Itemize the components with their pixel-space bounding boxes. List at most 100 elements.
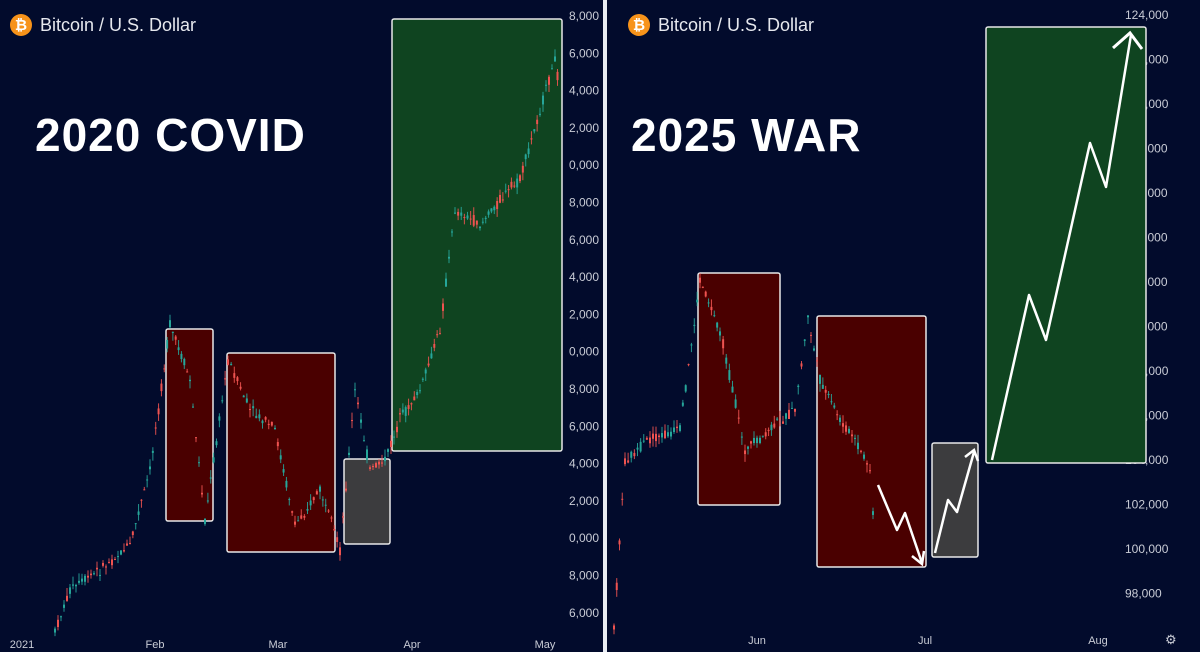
left-candle: [192, 406, 194, 408]
left-candle: [245, 398, 248, 403]
left-candle: [475, 220, 478, 225]
right-candle: [618, 540, 621, 545]
right-gray-box: [931, 442, 979, 558]
right-candle: [740, 436, 743, 438]
right-candle: [848, 428, 850, 433]
left-candle: [481, 221, 484, 223]
left-candle: [224, 378, 227, 380]
right-candle: [842, 423, 844, 427]
left-candle: [407, 405, 410, 409]
left-candle: [87, 575, 89, 578]
left-y-tick-label: 2,000: [569, 307, 599, 321]
right-candle: [830, 401, 833, 403]
left-y-tick-label: 8,000: [569, 196, 599, 210]
right-candle: [639, 441, 642, 452]
left-candle: [279, 455, 282, 460]
right-candle: [807, 315, 809, 318]
left-y-tick-label: 0,000: [569, 158, 599, 172]
right-candle: [725, 357, 728, 364]
left-candle: [303, 515, 306, 518]
left-candle: [521, 165, 524, 173]
left-candle: [163, 368, 166, 370]
right-candle: [836, 414, 839, 416]
left-gray-box: [343, 458, 391, 545]
left-candle: [54, 628, 56, 633]
left-candle: [551, 68, 553, 70]
left-candle: [267, 423, 270, 425]
left-candle: [439, 333, 441, 335]
left-candle: [424, 369, 427, 374]
right-candle: [863, 454, 865, 459]
right-candle: [761, 435, 764, 437]
left-candle: [430, 353, 433, 359]
left-candle: [421, 378, 424, 380]
left-symbol-title: Bitcoin / U.S. Dollar: [40, 14, 197, 35]
right-candle: [710, 306, 713, 311]
right-candle: [615, 582, 618, 591]
right-candle: [756, 437, 758, 444]
right-candle: [779, 418, 781, 420]
right-candle: [645, 437, 648, 440]
left-candle: [413, 396, 416, 401]
left-candle: [427, 363, 430, 366]
left-candle: [171, 331, 174, 334]
left-candle: [472, 215, 475, 226]
left-candle: [460, 212, 463, 216]
left-candle: [114, 559, 116, 561]
left-candle: [276, 442, 279, 447]
right-candle: [773, 423, 776, 428]
right-candle: [681, 402, 684, 406]
right-candle: [759, 437, 761, 443]
panel-divider: [603, 0, 607, 652]
left-candle: [369, 467, 371, 469]
left-candle: [519, 175, 521, 182]
left-candle: [554, 56, 556, 62]
right-candle: [716, 322, 719, 328]
right-candle: [782, 421, 784, 424]
left-candle: [556, 71, 559, 81]
left-candle: [209, 477, 212, 479]
left-candle: [186, 371, 189, 373]
left-candle: [166, 339, 169, 349]
left-candle: [233, 373, 236, 378]
right-candle: [776, 418, 779, 420]
left-candle: [396, 426, 398, 433]
right-candle: [684, 385, 687, 392]
left-chart-header: ₿ Bitcoin / U.S. Dollar: [10, 14, 196, 36]
right-candle: [613, 625, 615, 630]
left-candle: [174, 336, 177, 340]
right-candle: [707, 302, 710, 304]
left-candle: [527, 148, 530, 155]
left-green-box: [391, 18, 563, 452]
left-candle: [195, 437, 197, 439]
left-y-tick-label: 6,000: [569, 46, 599, 60]
left-candle: [117, 556, 119, 558]
left-candle: [169, 320, 171, 328]
left-candle: [60, 616, 62, 618]
left-y-tick-label: 4,000: [569, 457, 599, 471]
left-y-tick-label: 8,000: [569, 9, 599, 23]
left-candle: [315, 491, 318, 495]
left-candle: [436, 334, 439, 336]
left-candle: [410, 403, 413, 405]
left-candle: [327, 510, 330, 512]
left-candle: [533, 129, 536, 132]
right-projection-arrow-2: [933, 451, 976, 554]
right-candle: [860, 450, 862, 452]
right-candle: [661, 433, 663, 438]
left-candle: [134, 523, 137, 525]
left-candle: [96, 567, 98, 570]
left-candle: [469, 218, 472, 220]
right-candle: [744, 450, 746, 455]
gear-icon[interactable]: ⚙: [1165, 632, 1177, 647]
left-y-tick-label: 4,000: [569, 270, 599, 284]
right-candle: [813, 348, 815, 351]
left-candle: [151, 450, 154, 453]
left-candle: [177, 347, 180, 351]
right-candle: [636, 447, 639, 450]
right-candle: [655, 433, 657, 442]
left-candle: [230, 363, 233, 366]
left-candle: [239, 386, 242, 389]
left-candle: [445, 278, 447, 287]
right-x-tick-label: Aug: [1088, 635, 1108, 647]
